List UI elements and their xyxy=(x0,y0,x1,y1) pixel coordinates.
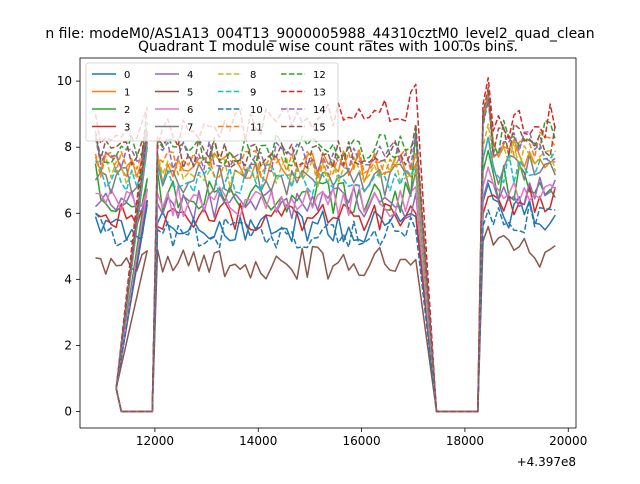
legend-label-3: 3 xyxy=(124,123,130,134)
x-tick-label: 12000 xyxy=(136,434,174,448)
y-tick-label: 0 xyxy=(64,404,72,418)
y-tick-label: 2 xyxy=(64,338,72,352)
y-axis: 0 2 4 6 8 10 xyxy=(57,74,80,418)
legend-label-8: 8 xyxy=(250,70,256,81)
axes-frame xyxy=(79,57,577,429)
legend-label-13: 13 xyxy=(313,88,326,99)
x-tick-label: 20000 xyxy=(549,434,587,448)
figure-suptitle: n file: modeM0/AS1A13_004T13_9000005988_… xyxy=(45,26,594,42)
legend-label-5: 5 xyxy=(187,88,193,99)
series-line-14 xyxy=(94,96,556,413)
series-line-15 xyxy=(94,86,557,413)
legend-label-7: 7 xyxy=(187,123,193,134)
y-tick-label: 8 xyxy=(64,140,72,154)
series-layer xyxy=(94,77,557,413)
legend-label-1: 1 xyxy=(124,88,130,99)
legend-label-4: 4 xyxy=(187,70,193,81)
legend-label-0: 0 xyxy=(124,70,130,81)
x-tick-label: 18000 xyxy=(446,434,484,448)
legend-label-11: 11 xyxy=(250,123,263,134)
legend-label-12: 12 xyxy=(313,70,326,81)
x-axis: 12000 14000 16000 18000 20000 xyxy=(136,428,587,448)
chart-title: Quadrant 1 module wise count rates with … xyxy=(138,39,518,55)
x-tick-label: 16000 xyxy=(342,434,380,448)
legend-label-9: 9 xyxy=(250,88,256,99)
legend-label-2: 2 xyxy=(124,105,130,116)
x-axis-offset-label: +4.397e8 xyxy=(517,455,576,469)
y-tick-label: 4 xyxy=(64,272,72,286)
series-line-10 xyxy=(94,200,556,413)
legend-label-15: 15 xyxy=(313,123,326,134)
legend-label-14: 14 xyxy=(313,105,326,116)
legend-box xyxy=(85,62,339,142)
y-tick-label: 10 xyxy=(57,74,72,88)
legend-label-6: 6 xyxy=(187,105,193,116)
y-tick-label: 6 xyxy=(64,206,72,220)
x-tick-label: 14000 xyxy=(239,434,277,448)
series-line-8 xyxy=(95,123,557,413)
legend-label-10: 10 xyxy=(250,105,263,116)
